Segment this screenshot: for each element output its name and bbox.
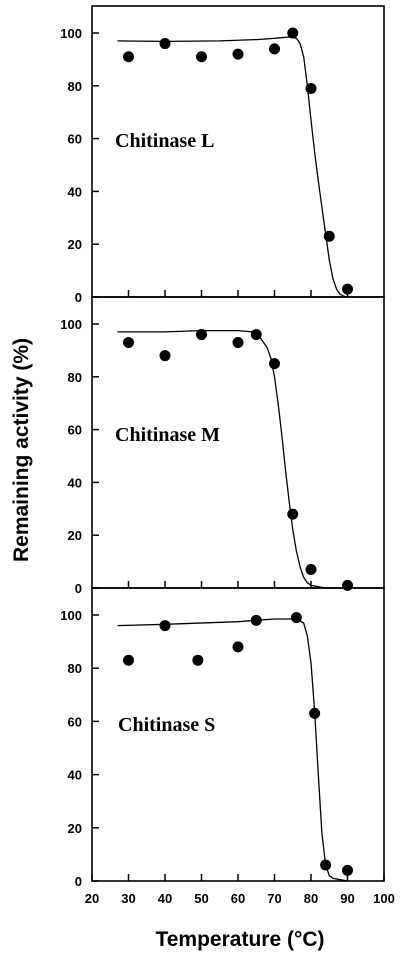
data-point: [232, 336, 244, 348]
data-point: [192, 654, 204, 666]
data-point: [342, 864, 353, 876]
data-point: [159, 38, 171, 50]
x-tick-label: 50: [194, 891, 208, 906]
data-point: [123, 51, 134, 63]
x-tick-label: 70: [267, 891, 281, 906]
fit-curve: [117, 329, 348, 589]
x-tick-label: 40: [158, 891, 172, 906]
y-tick-label: 80: [68, 661, 82, 676]
data-point: [159, 350, 171, 362]
y-tick-label: 20: [68, 528, 82, 543]
data-point: [123, 654, 134, 666]
y-tick-label: 0: [75, 874, 82, 889]
x-tick-label: 80: [304, 891, 318, 906]
fit-curve: [117, 36, 348, 298]
x-tick-label: 100: [373, 891, 395, 906]
data-point: [159, 620, 171, 632]
data-point: [290, 612, 302, 624]
x-tick-label: 20: [85, 891, 99, 906]
fit-curve: [117, 618, 348, 882]
x-tick-label: 90: [340, 891, 354, 906]
data-point: [305, 82, 317, 94]
y-tick-label: 100: [60, 317, 82, 332]
y-tick-label: 0: [75, 290, 82, 305]
x-tick-label: 30: [121, 891, 135, 906]
data-point: [269, 358, 280, 370]
data-point: [269, 43, 280, 55]
data-point: [287, 508, 299, 520]
y-tick-label: 40: [68, 184, 82, 199]
y-tick-label: 100: [60, 608, 82, 623]
y-tick-label: 60: [68, 423, 82, 438]
data-point: [196, 329, 207, 341]
panel-1: 0 20 40 60 80 100 Chitinase L: [60, 5, 385, 305]
panel-label: Chitinase S: [118, 714, 215, 736]
data-point: [123, 336, 134, 348]
data-point: [196, 51, 207, 63]
y-tick-label: 100: [60, 26, 82, 41]
data-point: [232, 641, 244, 653]
data-point: [309, 707, 321, 719]
data-point: [342, 283, 353, 295]
y-tick-label: 80: [68, 370, 82, 385]
y-tick-label: 80: [68, 79, 82, 94]
y-tick-label: 20: [68, 237, 82, 252]
data-point: [250, 614, 262, 626]
y-tick-label: 40: [68, 475, 82, 490]
y-tick-label: 20: [68, 821, 82, 836]
data-point: [323, 230, 335, 242]
panel-label: Chitinase L: [115, 130, 214, 152]
data-point: [342, 579, 353, 591]
data-point: [287, 27, 299, 39]
data-point: [250, 329, 262, 341]
data-point: [320, 859, 332, 871]
y-tick-label: 0: [75, 581, 82, 596]
panel-2: 0 20 40 60 80 100 Chitinase M: [60, 296, 385, 596]
y-tick-label: 60: [68, 714, 82, 729]
x-axis-title: Temperature (°C): [155, 928, 324, 951]
data-point: [232, 48, 244, 60]
data-point: [305, 564, 317, 576]
y-axis-title: Remaining activity (%): [10, 338, 33, 562]
panel-label: Chitinase M: [115, 424, 220, 446]
y-tick-label: 60: [68, 132, 82, 147]
y-tick-label: 40: [68, 768, 82, 783]
x-tick-label: 60: [231, 891, 245, 906]
